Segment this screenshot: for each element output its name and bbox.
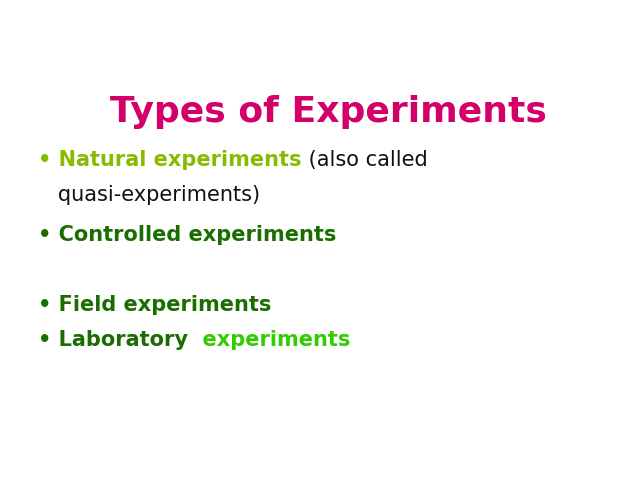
Text: experiments: experiments <box>188 330 350 350</box>
Text: quasi-experiments): quasi-experiments) <box>38 185 260 205</box>
Text: (also called: (also called <box>301 150 428 170</box>
Text: • Natural experiments: • Natural experiments <box>38 150 301 170</box>
Text: • Controlled experiments: • Controlled experiments <box>38 225 337 245</box>
Text: • Laboratory: • Laboratory <box>38 330 188 350</box>
Text: Types of Experiments: Types of Experiments <box>109 95 547 129</box>
Text: • Field experiments: • Field experiments <box>38 295 271 315</box>
